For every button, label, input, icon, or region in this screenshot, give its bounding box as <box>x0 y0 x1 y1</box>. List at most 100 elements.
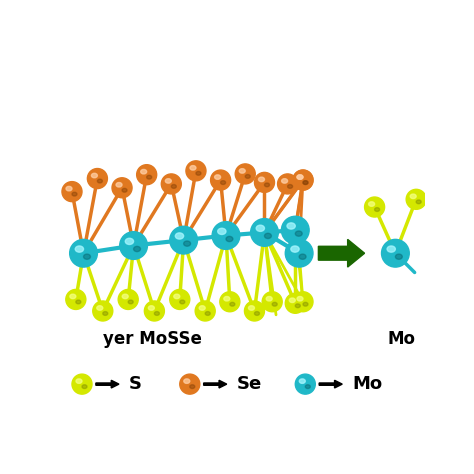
Ellipse shape <box>146 175 152 179</box>
Ellipse shape <box>134 246 140 252</box>
Ellipse shape <box>190 165 196 170</box>
Ellipse shape <box>230 302 235 306</box>
Circle shape <box>161 174 182 194</box>
Circle shape <box>137 164 157 185</box>
Ellipse shape <box>224 296 230 301</box>
Ellipse shape <box>190 385 195 389</box>
FancyArrow shape <box>204 380 227 388</box>
Ellipse shape <box>91 173 97 178</box>
Ellipse shape <box>266 296 272 301</box>
Ellipse shape <box>174 294 180 299</box>
Ellipse shape <box>183 241 191 246</box>
Ellipse shape <box>125 238 134 245</box>
Circle shape <box>210 170 231 190</box>
Circle shape <box>70 239 97 267</box>
Ellipse shape <box>299 379 305 383</box>
FancyArrow shape <box>319 380 342 388</box>
Ellipse shape <box>215 175 220 179</box>
Circle shape <box>170 226 198 254</box>
Ellipse shape <box>256 225 264 231</box>
Circle shape <box>293 170 313 190</box>
Ellipse shape <box>264 183 270 187</box>
Ellipse shape <box>97 306 103 310</box>
Ellipse shape <box>66 186 72 191</box>
Circle shape <box>262 292 282 312</box>
Circle shape <box>251 219 278 246</box>
Circle shape <box>186 161 206 181</box>
Ellipse shape <box>305 385 310 389</box>
Circle shape <box>72 374 92 394</box>
Circle shape <box>295 374 315 394</box>
Circle shape <box>120 232 147 259</box>
Ellipse shape <box>374 208 380 211</box>
Ellipse shape <box>303 181 308 184</box>
Ellipse shape <box>165 179 171 183</box>
Ellipse shape <box>148 306 155 310</box>
Ellipse shape <box>116 182 122 187</box>
Ellipse shape <box>248 306 255 310</box>
Ellipse shape <box>122 188 127 192</box>
Ellipse shape <box>175 233 183 239</box>
Ellipse shape <box>289 298 295 302</box>
Circle shape <box>87 169 108 189</box>
Ellipse shape <box>155 311 159 315</box>
Ellipse shape <box>218 228 226 235</box>
Ellipse shape <box>72 192 77 196</box>
Ellipse shape <box>297 175 303 179</box>
Circle shape <box>62 182 82 201</box>
Circle shape <box>293 170 313 190</box>
Circle shape <box>180 374 200 394</box>
Ellipse shape <box>220 181 226 184</box>
Circle shape <box>406 189 426 210</box>
Ellipse shape <box>264 233 272 238</box>
Text: S: S <box>129 375 142 393</box>
Text: yer MoSSe: yer MoSSe <box>103 330 202 348</box>
Ellipse shape <box>297 296 303 301</box>
Ellipse shape <box>226 237 233 242</box>
Ellipse shape <box>416 200 421 204</box>
FancyArrow shape <box>319 239 365 267</box>
Text: Se: Se <box>237 375 262 393</box>
Ellipse shape <box>171 184 176 188</box>
Circle shape <box>255 173 274 192</box>
Circle shape <box>170 290 190 310</box>
Text: Mo: Mo <box>352 375 383 393</box>
Ellipse shape <box>122 294 128 299</box>
Circle shape <box>285 239 313 267</box>
Circle shape <box>293 292 313 312</box>
Circle shape <box>118 290 138 310</box>
Circle shape <box>365 197 384 217</box>
Circle shape <box>245 301 264 321</box>
Ellipse shape <box>180 300 185 304</box>
Ellipse shape <box>75 246 83 252</box>
Ellipse shape <box>76 379 82 383</box>
Ellipse shape <box>141 169 146 174</box>
Ellipse shape <box>205 311 210 315</box>
Circle shape <box>195 301 215 321</box>
Ellipse shape <box>395 254 402 259</box>
Circle shape <box>278 174 298 194</box>
Circle shape <box>145 301 164 321</box>
Ellipse shape <box>297 175 303 179</box>
Ellipse shape <box>128 300 133 304</box>
Ellipse shape <box>97 179 102 183</box>
Ellipse shape <box>282 179 288 183</box>
Ellipse shape <box>76 300 81 304</box>
Ellipse shape <box>287 223 295 229</box>
Ellipse shape <box>410 194 416 199</box>
Ellipse shape <box>295 231 302 236</box>
Ellipse shape <box>83 254 91 259</box>
Ellipse shape <box>291 246 299 252</box>
Circle shape <box>66 290 86 310</box>
Ellipse shape <box>272 302 277 306</box>
Ellipse shape <box>103 311 108 315</box>
Ellipse shape <box>288 184 292 188</box>
Ellipse shape <box>303 181 308 184</box>
Ellipse shape <box>82 385 87 389</box>
Circle shape <box>382 239 409 267</box>
Circle shape <box>212 222 240 249</box>
Circle shape <box>235 164 255 184</box>
Circle shape <box>285 293 305 313</box>
Circle shape <box>93 301 113 321</box>
Ellipse shape <box>245 174 250 178</box>
